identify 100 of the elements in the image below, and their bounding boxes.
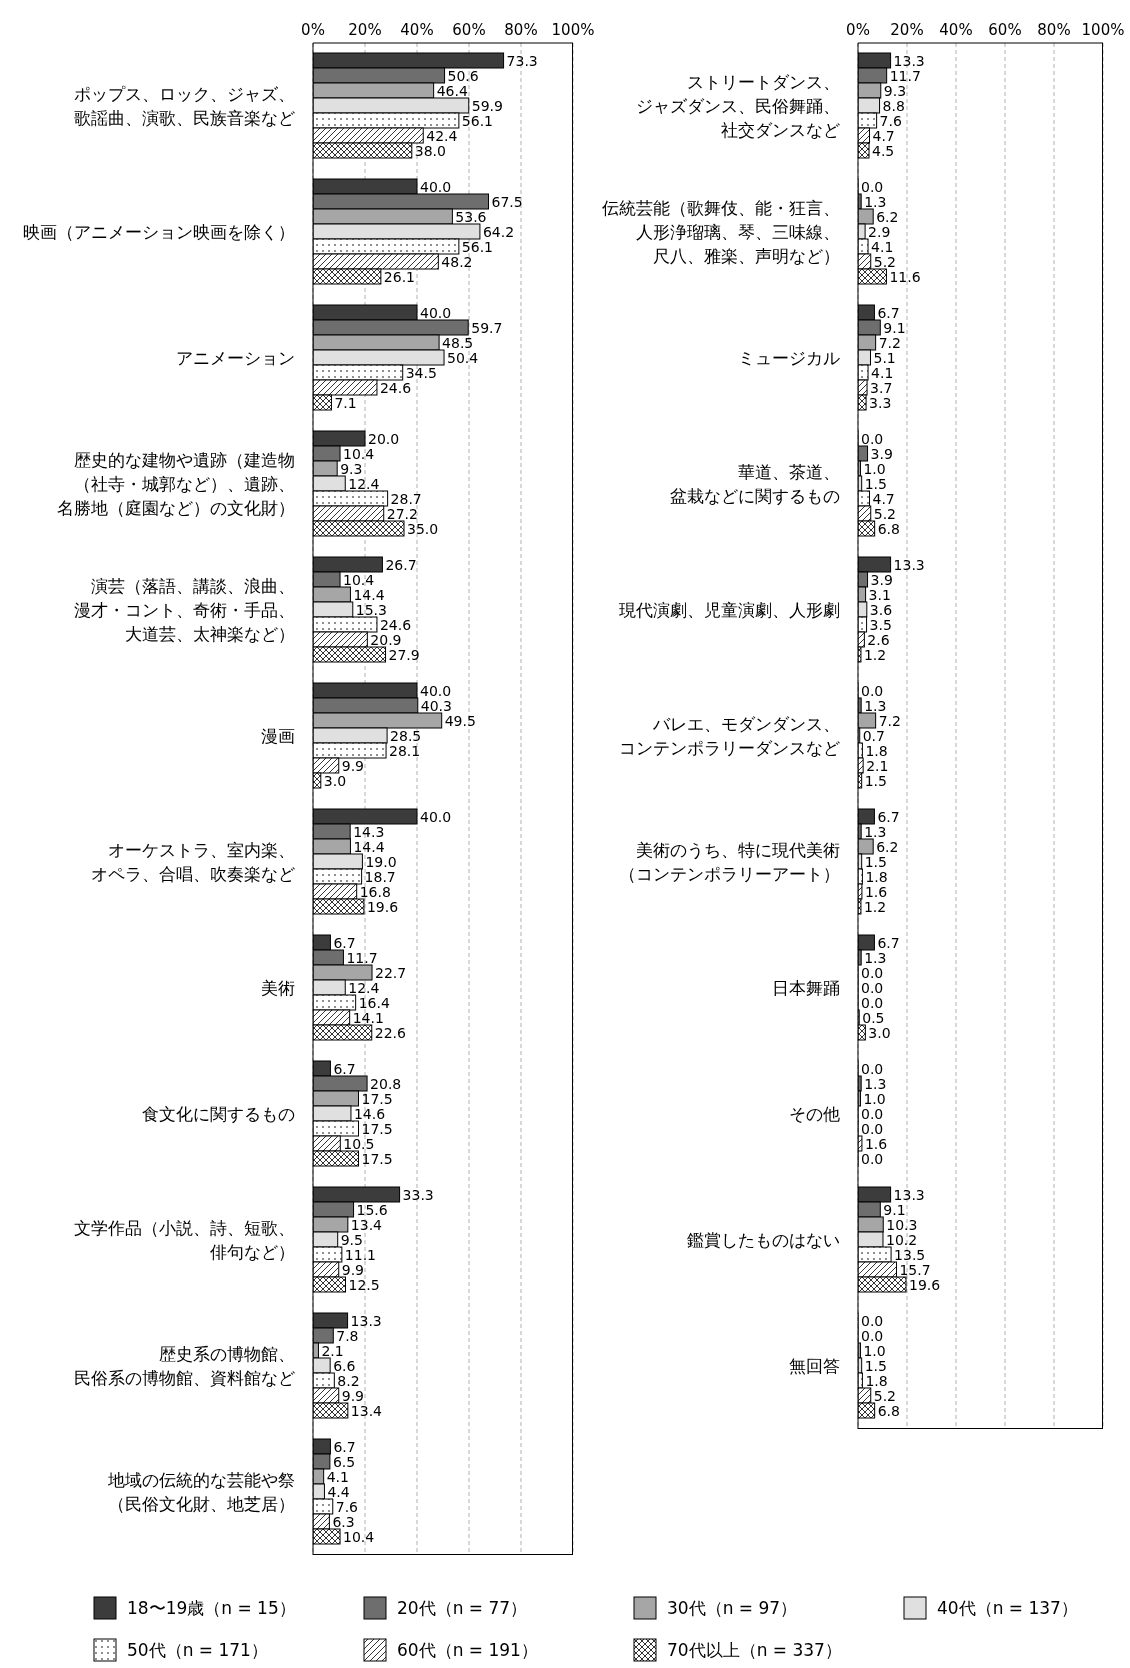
data-label: 3.7 <box>870 379 893 396</box>
y-tick-label: 華道、茶道、盆栽などに関するもの <box>670 462 840 506</box>
y-tick-label: 地域の伝統的な芸能や祭（民俗文化財、地芝居） <box>107 1470 295 1514</box>
data-label: 6.2 <box>876 208 899 225</box>
data-label: 4.1 <box>871 364 894 381</box>
y-tick-label: 歴史的な建物や遺跡（建造物（社寺・城郭など）、遺跡、名勝地（庭園など）の文化財） <box>57 450 295 518</box>
y-tick-label: 食文化に関するもの <box>142 1104 295 1124</box>
data-label: 67.5 <box>491 193 523 210</box>
data-label: 22.7 <box>375 964 407 981</box>
data-label: 19.6 <box>909 1276 941 1293</box>
data-label: 9.9 <box>341 1261 365 1278</box>
data-label: 50.4 <box>447 349 479 366</box>
data-label: 46.4 <box>436 82 468 99</box>
data-label: 10.4 <box>343 571 375 588</box>
data-label: 0.0 <box>861 1060 884 1077</box>
x-tick-label: 0% <box>846 21 870 39</box>
data-label: 17.5 <box>361 1150 393 1167</box>
legend-label: 20代（n = 77） <box>397 1596 528 1620</box>
data-label: 18.7 <box>364 868 396 885</box>
data-label: 6.7 <box>877 304 900 321</box>
data-label: 13.3 <box>893 1186 925 1203</box>
x-tick-label: 40% <box>939 21 973 39</box>
data-label: 11.1 <box>344 1246 377 1263</box>
data-label: 40.0 <box>420 682 452 699</box>
data-label: 38.0 <box>414 142 446 159</box>
x-tick-label: 80% <box>1037 21 1071 39</box>
legend-label: 18〜19歳（n = 15） <box>127 1596 296 1620</box>
data-label: 8.2 <box>337 1372 360 1389</box>
y-tick-label: ストリートダンス、ジャズダンス、民俗舞踊、社交ダンスなど <box>636 72 840 140</box>
data-label: 14.6 <box>353 1105 386 1122</box>
data-label: 24.6 <box>379 616 412 633</box>
data-label: 0.0 <box>861 979 884 996</box>
data-label: 19.0 <box>365 853 397 870</box>
data-label: 10.4 <box>343 1528 375 1545</box>
data-label: 27.2 <box>386 505 418 522</box>
y-tick-label: 漫画 <box>261 726 295 746</box>
data-label: 13.3 <box>893 52 925 69</box>
x-tick-label: 60% <box>988 21 1022 39</box>
data-label: 27.9 <box>388 646 420 663</box>
data-label: 0.5 <box>862 1009 885 1026</box>
data-label: 35.0 <box>407 520 439 537</box>
data-label: 7.6 <box>879 112 902 129</box>
data-label: 6.5 <box>332 1453 356 1470</box>
data-label: 56.1 <box>461 238 494 255</box>
data-label: 53.6 <box>455 208 487 225</box>
data-label: 59.7 <box>471 319 503 336</box>
y-tick-label: 無回答 <box>789 1356 840 1376</box>
x-tick-label: 40% <box>400 21 434 39</box>
data-label: 40.0 <box>420 178 452 195</box>
data-label: 22.6 <box>374 1024 407 1041</box>
data-label: 6.2 <box>876 838 899 855</box>
data-label: 1.2 <box>863 646 887 663</box>
data-label: 5.2 <box>873 1387 897 1404</box>
data-label: 1.3 <box>864 823 887 840</box>
data-label: 24.6 <box>379 379 412 396</box>
data-label: 15.3 <box>355 601 387 618</box>
data-label: 28.1 <box>389 742 421 759</box>
legend-label: 40代（n = 137） <box>937 1596 1078 1620</box>
data-label: 13.4 <box>350 1216 383 1233</box>
data-label: 1.8 <box>865 1372 888 1389</box>
data-label: 3.5 <box>869 616 892 633</box>
data-label: 6.7 <box>333 1438 356 1455</box>
data-label: 73.3 <box>506 52 538 69</box>
data-label: 15.6 <box>356 1201 388 1218</box>
data-label: 1.3 <box>864 949 887 966</box>
data-label: 6.3 <box>332 1513 355 1530</box>
data-label: 1.8 <box>865 742 888 759</box>
data-label: 40.0 <box>420 304 452 321</box>
data-label: 1.0 <box>863 1342 886 1359</box>
data-label: 10.5 <box>343 1135 375 1152</box>
data-label: 0.0 <box>861 1120 884 1137</box>
legend-label: 50代（n = 171） <box>127 1638 268 1662</box>
data-label: 42.4 <box>426 127 458 144</box>
y-tick-label: 現代演劇、児童演劇、人形劇 <box>619 600 840 620</box>
data-label: 9.3 <box>340 460 363 477</box>
data-label: 0.0 <box>861 178 884 195</box>
y-tick-label: 美術 <box>261 978 295 998</box>
y-tick-label: ミュージカル <box>738 348 840 368</box>
data-label: 59.9 <box>471 97 503 114</box>
data-label: 1.3 <box>864 697 887 714</box>
data-label: 6.6 <box>333 1357 356 1374</box>
y-tick-label: 歴史系の博物館、民俗系の博物館、資料館など <box>74 1344 295 1388</box>
data-label: 3.1 <box>868 586 891 603</box>
data-label: 20.8 <box>370 1075 402 1092</box>
data-label: 4.7 <box>872 490 895 507</box>
data-label: 12.5 <box>348 1276 380 1293</box>
data-label: 56.1 <box>461 112 494 129</box>
y-tick-label: 映画（アニメーション映画を除く） <box>23 222 295 242</box>
data-label: 19.6 <box>366 898 399 915</box>
x-tick-label: 80% <box>504 21 538 39</box>
data-label: 1.6 <box>864 883 888 900</box>
y-tick-label: 文学作品（小説、詩、短歌、俳句など） <box>74 1218 295 1262</box>
data-label: 3.9 <box>870 445 893 462</box>
data-label: 1.5 <box>864 1357 887 1374</box>
data-label: 12.4 <box>348 475 380 492</box>
data-label: 1.6 <box>864 1135 888 1152</box>
data-label: 4.5 <box>872 142 895 159</box>
data-label: 2.9 <box>868 223 891 240</box>
data-label: 0.7 <box>862 727 885 744</box>
data-label: 9.9 <box>341 757 365 774</box>
